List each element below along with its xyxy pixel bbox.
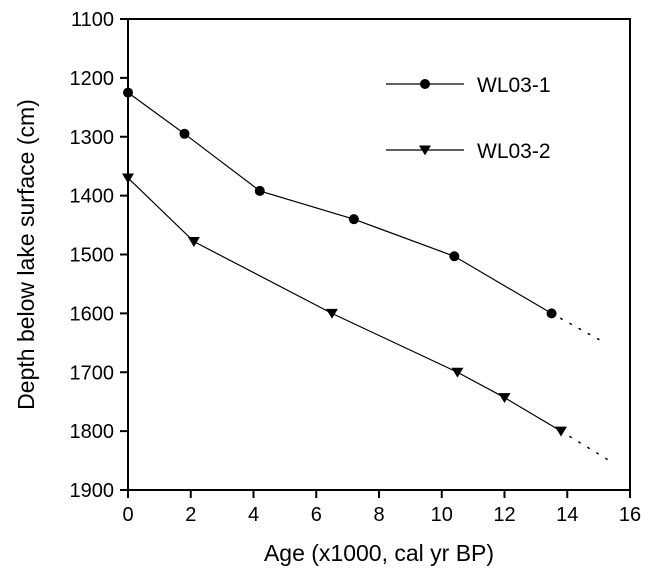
x-tick-label: 16: [619, 504, 641, 526]
data-point: [325, 308, 338, 319]
y-tick-label: 1900: [70, 480, 115, 502]
x-tick-label: 6: [311, 504, 322, 526]
series-line: [127, 177, 562, 432]
data-point: [348, 214, 359, 225]
data-point: [122, 173, 134, 184]
extrapolation-line: [550, 312, 606, 344]
y-tick-label: 1700: [70, 362, 115, 384]
plot-border: [127, 18, 631, 491]
axis-ticks: 0 2 4 6 8 10 12 14 16 1100 1200 1300 1400 1500 1600 170…: [70, 9, 642, 526]
data-point: [498, 393, 511, 403]
legend: WL03-1 WL03-2: [386, 74, 551, 163]
data-point: [179, 128, 190, 139]
x-tick-label: 8: [373, 504, 384, 526]
x-tick-label: 4: [248, 504, 259, 526]
x-tick-label: 10: [431, 504, 453, 526]
y-axis-title: Depth below lake surface (cm): [13, 99, 39, 410]
legend-marker: [420, 79, 430, 89]
x-tick-label: 0: [122, 504, 133, 526]
y-tick-label: 1800: [70, 421, 115, 443]
data-point: [546, 308, 557, 319]
data-point: [254, 185, 265, 196]
series-layer: [122, 87, 612, 463]
y-tick-label: 1600: [70, 303, 115, 325]
data-point: [451, 367, 464, 378]
y-tick-label: 1300: [70, 127, 115, 149]
data-point: [554, 426, 567, 437]
y-tick-label: 1100: [71, 9, 114, 31]
series-WL03-2: [122, 173, 612, 463]
y-tick-label: 1500: [70, 245, 115, 267]
data-point: [449, 251, 460, 262]
legend-marker: [419, 145, 431, 156]
plot-frame: [127, 18, 631, 491]
series-WL03-1: [123, 87, 606, 344]
legend-label: WL03-2: [477, 140, 551, 163]
legend-label: WL03-1: [477, 74, 551, 97]
x-tick-label: 12: [493, 504, 515, 526]
x-tick-label: 14: [556, 504, 578, 526]
series-line: [127, 92, 552, 314]
data-point: [187, 237, 200, 247]
data-point: [123, 87, 133, 98]
extrapolation-line: [560, 430, 612, 463]
x-axis-title: Age (x1000, cal yr BP): [264, 540, 494, 566]
x-tick-label: 2: [185, 504, 196, 526]
y-tick-label: 1400: [70, 186, 115, 208]
y-tick-label: 1200: [70, 68, 115, 90]
